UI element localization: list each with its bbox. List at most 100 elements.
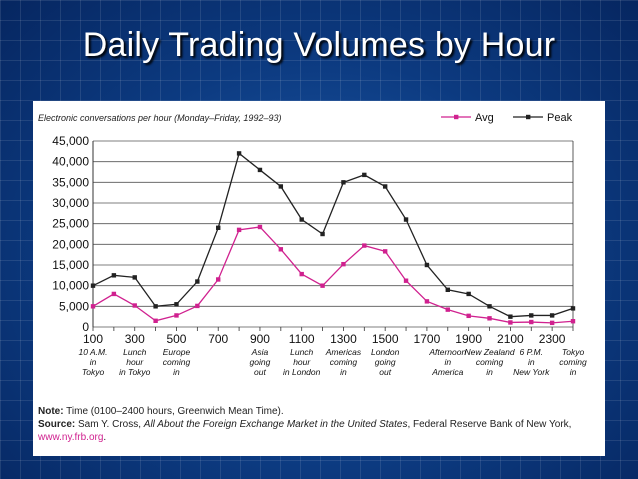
x-annotation: America xyxy=(431,367,463,377)
data-point-peak xyxy=(466,291,471,297)
y-tick-label: 5,000 xyxy=(59,299,89,313)
x-annotation: New York xyxy=(513,367,550,377)
data-point-peak xyxy=(111,273,117,278)
x-annotation: 6 P.M. xyxy=(520,347,543,357)
x-annotation: coming xyxy=(559,357,587,367)
x-annotation: New Zealand xyxy=(464,347,514,357)
x-annotation: in xyxy=(340,367,347,377)
y-tick-label: 30,000 xyxy=(52,196,89,210)
x-annotation: hour xyxy=(293,357,311,367)
x-tick-label: 2300 xyxy=(539,332,566,346)
data-point-avg xyxy=(362,243,367,248)
y-tick-label: 20,000 xyxy=(52,237,89,251)
chart-panel: Electronic conversations per hour (Monda… xyxy=(33,101,605,456)
legend-label: Avg xyxy=(475,112,494,124)
data-point-peak xyxy=(570,306,576,311)
data-point-peak xyxy=(549,313,555,318)
y-tick-label: 15,000 xyxy=(52,258,89,272)
data-point-avg xyxy=(257,224,263,230)
data-point-avg xyxy=(549,320,555,326)
x-annotation: Lunch xyxy=(123,347,146,357)
data-point-peak xyxy=(403,217,409,222)
source-link[interactable]: www.ny.frb.org xyxy=(38,432,104,443)
x-tick-label: 1500 xyxy=(372,332,399,346)
x-annotation: Tokyo xyxy=(562,347,585,357)
data-point-avg xyxy=(529,319,534,325)
data-point-avg xyxy=(487,316,492,321)
legend-marker xyxy=(454,114,459,120)
data-point-peak xyxy=(90,283,96,288)
x-annotation: Afternoon xyxy=(428,347,466,357)
data-point-peak xyxy=(195,279,200,284)
data-point-avg xyxy=(424,299,430,304)
x-annotation: out xyxy=(379,367,391,377)
data-point-avg xyxy=(466,313,471,319)
data-point-peak xyxy=(320,231,325,237)
x-annotation: going xyxy=(375,357,396,367)
y-tick-label: 45,000 xyxy=(52,134,89,148)
chart-subtitle: Electronic conversations per hour (Monda… xyxy=(38,113,281,123)
data-point-avg xyxy=(570,319,576,324)
y-tick-label: 40,000 xyxy=(52,155,89,169)
data-point-avg xyxy=(153,318,158,323)
data-point-peak xyxy=(529,313,534,318)
data-point-peak xyxy=(341,180,346,185)
x-annotation: Tokyo xyxy=(82,367,105,377)
x-tick-label: 900 xyxy=(250,332,270,346)
line-chart: Electronic conversations per hour (Monda… xyxy=(38,112,587,377)
x-annotation: in Tokyo xyxy=(119,367,151,377)
x-annotation: 10 A.M. xyxy=(79,347,108,357)
x-tick-label: 1900 xyxy=(455,332,482,346)
x-annotation: Lunch xyxy=(290,347,313,357)
x-annotation: out xyxy=(254,367,266,377)
source-label: Source: xyxy=(38,419,76,430)
data-point-avg xyxy=(299,271,304,277)
x-annotation: hour xyxy=(126,357,144,367)
x-annotation: in xyxy=(444,357,451,367)
y-tick-label: 10,000 xyxy=(52,279,89,293)
x-annotation: in xyxy=(570,367,577,377)
data-point-peak xyxy=(487,304,492,309)
x-annotation: in London xyxy=(283,367,321,377)
data-point-avg xyxy=(403,278,409,283)
data-point-peak xyxy=(299,217,304,222)
x-annotation: going xyxy=(250,357,271,367)
data-point-peak xyxy=(257,167,263,173)
legend-marker xyxy=(526,114,531,120)
x-tick-label: 300 xyxy=(125,332,145,346)
source-pre: Sam Y. Cross, xyxy=(75,419,144,430)
legend-label: Peak xyxy=(547,112,573,124)
x-tick-label: 100 xyxy=(83,332,103,346)
note-text: Time (0100–2400 hours, Greenwich Mean Ti… xyxy=(63,406,284,417)
x-tick-label: 2100 xyxy=(497,332,524,346)
data-point-peak xyxy=(445,287,450,292)
source-end: . xyxy=(103,432,107,443)
y-tick-label: 0 xyxy=(82,320,89,334)
x-tick-label: 500 xyxy=(166,332,186,346)
data-point-avg xyxy=(382,249,388,254)
data-point-avg xyxy=(341,261,346,267)
data-point-peak xyxy=(236,151,242,156)
note-label: Note: xyxy=(38,406,64,417)
data-point-avg xyxy=(174,313,179,318)
x-annotation: in xyxy=(528,357,535,367)
x-annotation: Europe xyxy=(163,347,191,357)
data-point-peak xyxy=(362,172,367,178)
chart-note: Note: Time (0100–2400 hours, Greenwich M… xyxy=(38,405,598,444)
data-point-peak xyxy=(382,184,388,189)
x-annotation: in xyxy=(90,357,97,367)
x-annotation: in xyxy=(173,367,180,377)
note-line: Note: Time (0100–2400 hours, Greenwich M… xyxy=(38,405,598,418)
data-point-avg xyxy=(278,247,284,252)
x-tick-label: 700 xyxy=(208,332,228,346)
data-point-avg xyxy=(236,227,242,233)
source-line: Source: Sam Y. Cross, All About the Fore… xyxy=(38,418,598,444)
data-point-avg xyxy=(132,303,137,308)
data-point-peak xyxy=(132,275,137,280)
source-title: All About the Foreign Exchange Market in… xyxy=(143,419,408,430)
data-point-peak xyxy=(153,304,158,309)
data-point-peak xyxy=(174,302,179,307)
data-point-avg xyxy=(90,304,96,309)
data-point-peak xyxy=(278,184,284,189)
x-annotation: coming xyxy=(330,357,358,367)
